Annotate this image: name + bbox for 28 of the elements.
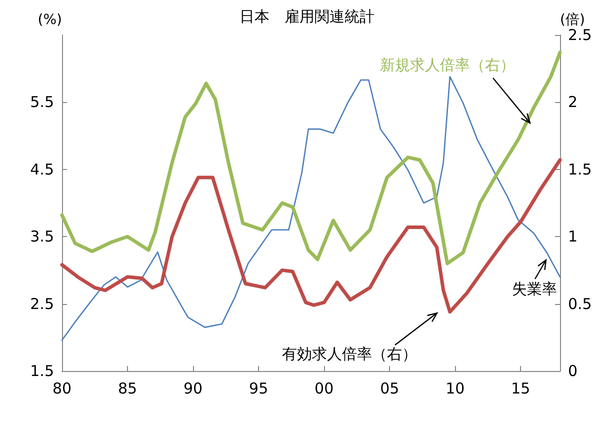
y2-tick-label: 1.5: [568, 160, 592, 178]
y-tick-label: 5.5: [30, 93, 54, 112]
series-label: 失業率: [512, 280, 557, 299]
chart-title: 日本 雇用関連統計: [240, 8, 374, 26]
line-series: [60, 50, 562, 266]
x-tick-label: 95: [249, 380, 268, 398]
y2-tick-label: 2.5: [568, 26, 592, 44]
y-tick-label: 3.5: [30, 228, 54, 246]
y2-tick-label: 0: [568, 362, 578, 380]
line-series: [60, 158, 562, 314]
y-tick-label: 2.5: [30, 294, 54, 313]
y-tick-label: 4.5: [30, 160, 54, 178]
x-tick-label: 80: [52, 380, 72, 398]
x-tick-label: 90: [184, 380, 203, 398]
y2-tick-label: 1: [568, 228, 578, 246]
y-axis-title: (%): [38, 12, 62, 28]
y2-axis-title: (倍): [560, 12, 585, 28]
x-tick-label: 10: [446, 380, 465, 398]
x-tick-label: 00: [314, 380, 334, 398]
y2-tick-label: 0.5: [568, 294, 592, 313]
y2-tick-label: 2: [568, 93, 578, 112]
line-series: [61, 76, 561, 341]
x-tick-label: 05: [380, 380, 400, 398]
x-tick-label: 15: [511, 380, 530, 398]
text: 新規求人倍率（右）: [380, 56, 515, 75]
x-tick-label: 85: [118, 380, 138, 398]
y-tick-label: 1.5: [30, 362, 54, 380]
text: 有効求人倍率（右）: [282, 345, 417, 364]
